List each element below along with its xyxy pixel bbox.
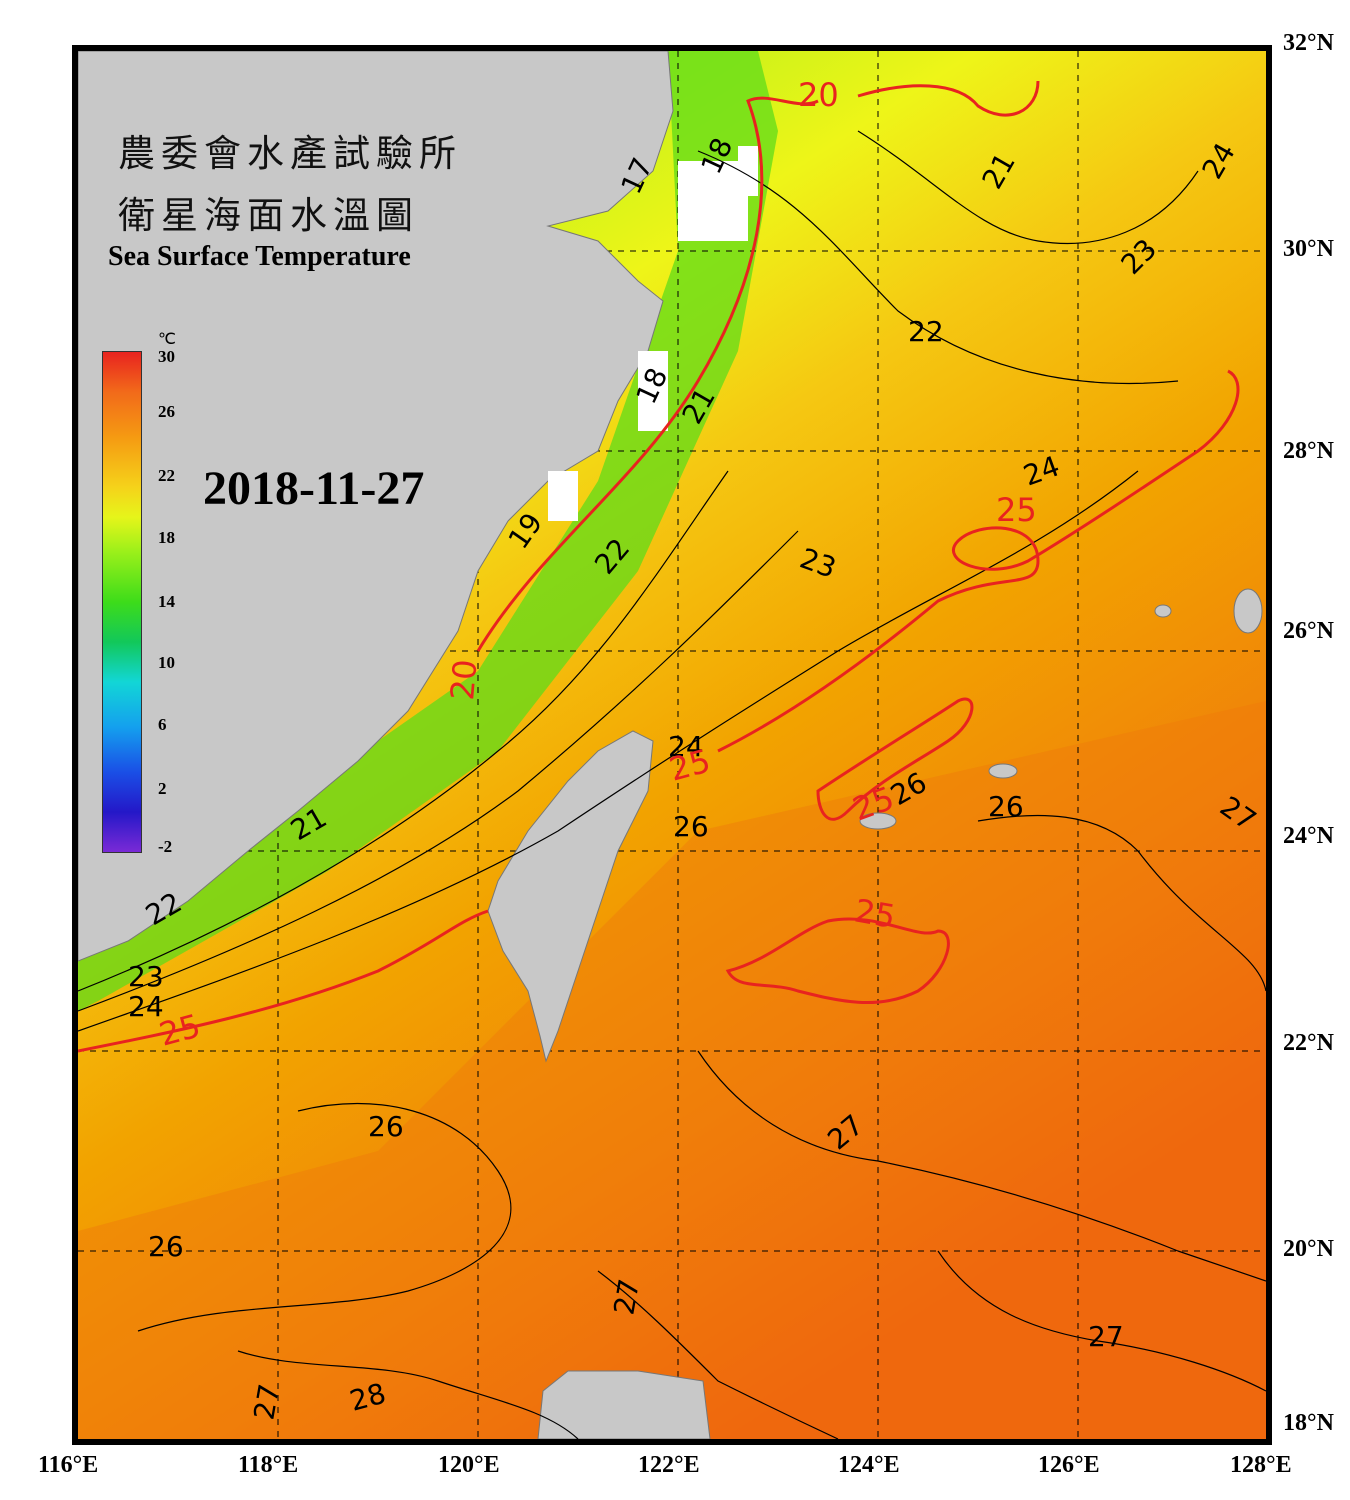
- lon-label: 120°E: [438, 1452, 500, 1478]
- color-scale-tick: 30: [158, 347, 175, 366]
- mainland-china: [78, 51, 674, 962]
- date-label: 2018-11-27: [203, 462, 425, 515]
- lon-label: 128°E: [1230, 1452, 1292, 1478]
- contour-label: 23: [128, 960, 164, 993]
- taiwan-island: [487, 730, 654, 1063]
- contour-lines-red: [78, 80, 1240, 1053]
- contour-label: 26: [988, 790, 1024, 823]
- contour-label: 27: [247, 1381, 286, 1422]
- contour-label-red: 25: [852, 891, 899, 935]
- contour-lines-black: [78, 130, 1266, 1439]
- lat-label: 22°N: [1283, 1030, 1334, 1056]
- contour-label: 24: [668, 730, 704, 763]
- contour-label-red: 20: [443, 658, 484, 702]
- color-scale-tick: 10: [158, 653, 175, 672]
- ryukyu-islands: [859, 588, 1263, 830]
- contour-label: 27: [1088, 1320, 1124, 1353]
- contour-label: 27: [607, 1276, 646, 1317]
- lat-label: 24°N: [1283, 823, 1334, 849]
- lat-label: 26°N: [1283, 618, 1334, 644]
- title-zh-line2: 衛星海面水溫圖: [118, 194, 419, 237]
- lat-label: 28°N: [1283, 438, 1334, 464]
- lat-label: 18°N: [1283, 1410, 1334, 1436]
- title-en: Sea Surface Temperature: [108, 241, 411, 272]
- color-scale-bar: [102, 351, 142, 853]
- color-scale-tick: 26: [158, 402, 175, 421]
- contour-label: 26: [673, 810, 709, 843]
- title-zh-line1: 農委會水產試驗所: [118, 132, 462, 175]
- lon-label: 118°E: [238, 1452, 299, 1478]
- color-scale-tick: 14: [158, 592, 175, 611]
- luzon-island: [537, 1370, 711, 1439]
- contour-label: 24: [128, 990, 164, 1023]
- lon-label: 124°E: [838, 1452, 900, 1478]
- color-scale-tick: 6: [158, 715, 167, 734]
- lon-label: 116°E: [38, 1452, 99, 1478]
- warm-zone: [78, 701, 1266, 1439]
- cloud-gaps: [548, 146, 758, 521]
- contour-label: 26: [368, 1110, 404, 1143]
- lat-label: 30°N: [1283, 236, 1334, 262]
- contour-label-red: 25: [996, 491, 1037, 529]
- color-scale-tick: 2: [158, 779, 167, 798]
- lat-label: 20°N: [1283, 1236, 1334, 1262]
- color-scale-tick: 22: [158, 466, 175, 485]
- lat-label: 32°N: [1283, 30, 1334, 56]
- color-scale-unit: ℃: [158, 331, 176, 348]
- contour-label-red: 20: [798, 76, 839, 114]
- contour-label: 26: [148, 1230, 184, 1263]
- lon-label: 122°E: [638, 1452, 700, 1478]
- color-scale-tick: -2: [158, 837, 173, 856]
- color-scale-tick: 18: [158, 528, 175, 547]
- sst-map: 17 18 18 19 21 21 21 22 22 22 23 23 23 2…: [72, 45, 1272, 1445]
- lon-label: 126°E: [1038, 1452, 1100, 1478]
- contour-label: 22: [908, 315, 944, 348]
